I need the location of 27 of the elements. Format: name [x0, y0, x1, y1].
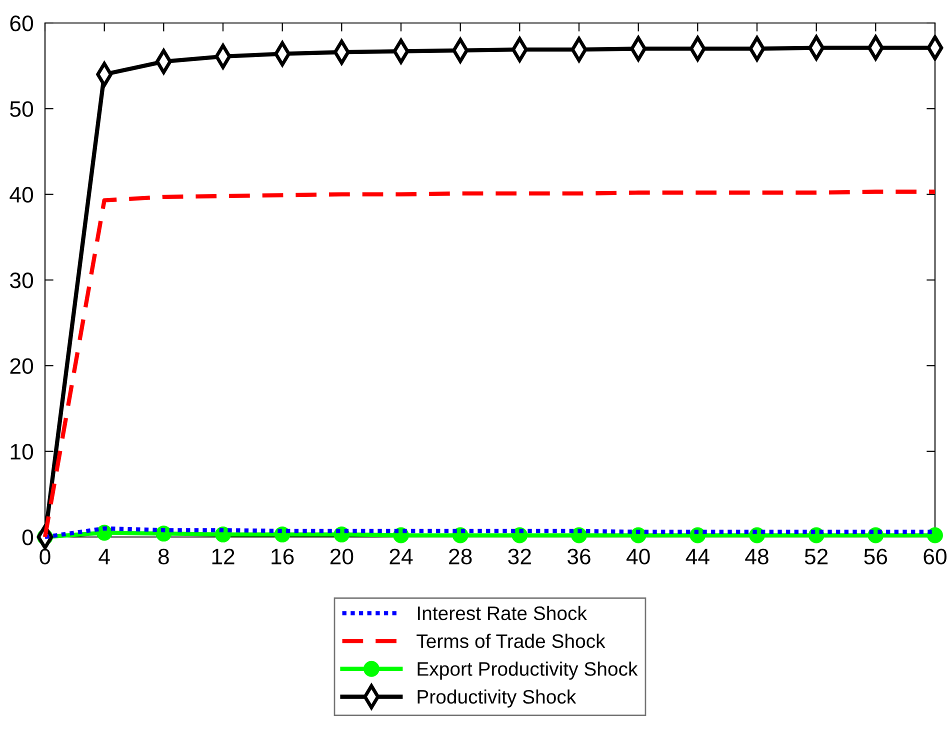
- y-tick-label: 40: [10, 186, 34, 203]
- legend-label: Interest Rate Shock: [418, 606, 587, 620]
- x-tick-label: 36: [567, 548, 590, 564]
- y-tick-label: 60: [10, 16, 34, 32]
- x-tick-label: 32: [508, 548, 531, 564]
- x-tick-label: 40: [626, 548, 650, 564]
- x-tick-label: 24: [390, 548, 413, 564]
- x-tick-label: 12: [212, 548, 234, 564]
- x-tick-label: 52: [804, 548, 828, 564]
- x-tick-label: 44: [686, 548, 710, 564]
- legend-label: Export Productivity Shock: [418, 662, 638, 680]
- x-tick-label: 0: [40, 548, 50, 564]
- y-tick-label: 30: [10, 272, 34, 288]
- x-tick-label: 4: [98, 548, 110, 564]
- x-tick-label: 60: [924, 548, 946, 564]
- y-tick-label: 10: [10, 444, 34, 460]
- x-tick-label: 16: [272, 548, 294, 564]
- legend-label: Productivity Shock: [418, 689, 576, 708]
- legend-label: Terms of Trade Shock: [416, 634, 606, 648]
- x-tick-label: 20: [330, 548, 354, 564]
- y-tick-label: 20: [10, 358, 34, 374]
- x-tick-label: 48: [745, 548, 768, 564]
- x-tick-label: 56: [864, 548, 888, 564]
- y-tick-label: 50: [10, 101, 34, 117]
- y-tick-label: 0: [22, 530, 34, 546]
- x-tick-label: 28: [449, 548, 472, 564]
- x-tick-label: 8: [158, 548, 169, 564]
